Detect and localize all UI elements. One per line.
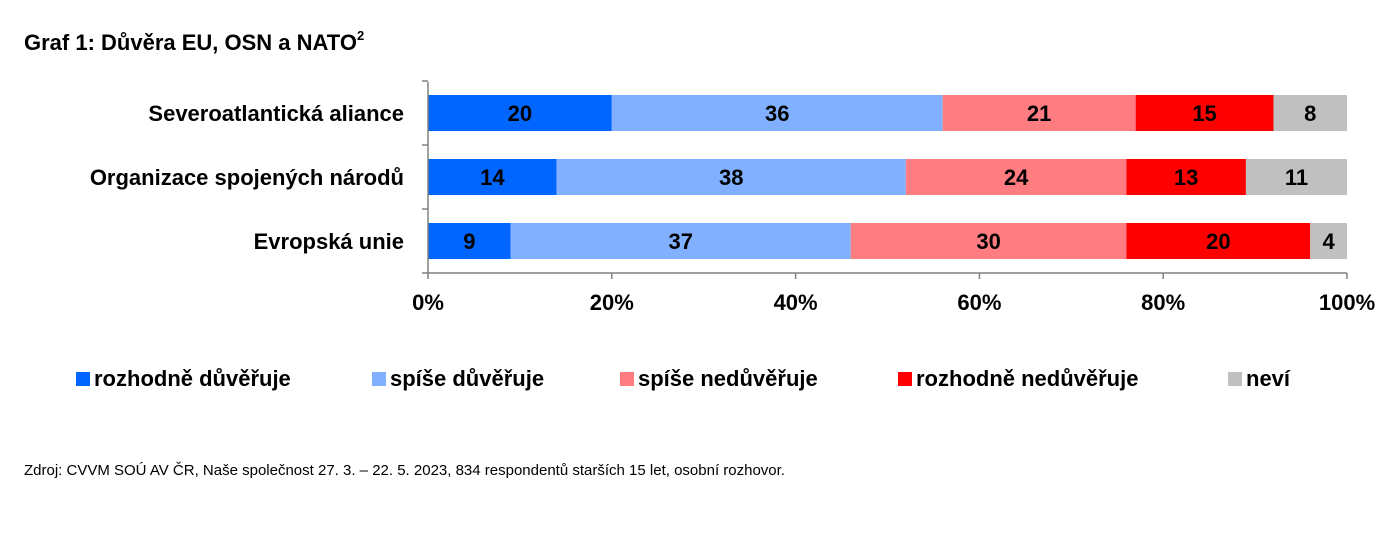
x-tick-label: 80% [1141, 290, 1185, 315]
bar-segment [428, 95, 612, 131]
legend-swatch [1228, 372, 1242, 386]
bar-segment [850, 223, 1127, 259]
bar-segment [510, 223, 851, 259]
data-label: 13 [1174, 165, 1198, 190]
x-tick-label: 40% [774, 290, 818, 315]
data-label: 20 [508, 101, 532, 126]
data-label: 30 [976, 229, 1000, 254]
bar-segment [1245, 159, 1347, 195]
x-tick-label: 60% [957, 290, 1001, 315]
chart-title-text: Graf 1: Důvěra EU, OSN a NATO [24, 30, 357, 55]
data-label: 9 [463, 229, 475, 254]
x-tick-label: 0% [412, 290, 444, 315]
bar-segment [428, 223, 511, 259]
data-label: 24 [1004, 165, 1029, 190]
bar-segment [1310, 223, 1347, 259]
stacked-bar-chart: 20 36 21 15 8 Severoatlantická aliance 14 38 24 1… [90, 80, 1375, 315]
data-label: 11 [1285, 165, 1308, 190]
data-label: 8 [1304, 101, 1316, 126]
legend-swatch [372, 372, 386, 386]
data-label: 38 [719, 165, 743, 190]
bar-segment [556, 159, 906, 195]
legend-swatch [620, 372, 634, 386]
category-label: Organizace spojených národů [90, 165, 404, 190]
legend-label: spíše důvěřuje [390, 366, 545, 391]
category-label: Severoatlantická aliance [148, 101, 404, 126]
data-label: 15 [1192, 101, 1216, 126]
legend-label: spíše nedůvěřuje [638, 366, 818, 391]
bar-segment [905, 159, 1127, 195]
source-note: Zdroj: CVVM SOÚ AV ČR, Naše společnost 2… [24, 462, 785, 479]
data-label: 4 [1322, 229, 1335, 254]
bar-segment [1135, 95, 1274, 131]
legend-item: neví [1228, 366, 1290, 392]
legend-swatch [76, 372, 90, 386]
bar-segment [1126, 223, 1311, 259]
chart-title-superscript: 2 [356, 28, 365, 43]
legend-item: spíše důvěřuje [372, 366, 544, 392]
legend-item: rozhodně důvěřuje [76, 366, 291, 392]
x-tick-label: 20% [590, 290, 634, 315]
legend-label: rozhodně nedůvěřuje [916, 366, 1139, 391]
category-label: Evropská unie [254, 229, 404, 254]
legend-label: rozhodně důvěřuje [94, 366, 291, 391]
chart-title: Graf 1: Důvěra EU, OSN a NATO2 [24, 28, 365, 56]
data-label: 14 [480, 165, 505, 190]
legend-swatch [898, 372, 912, 386]
bar-segment [942, 95, 1136, 131]
bar-segment [1273, 95, 1347, 131]
data-label: 21 [1027, 101, 1051, 126]
data-label: 36 [765, 101, 789, 126]
legend-item: rozhodně nedůvěřuje [898, 366, 1138, 392]
bar-segment [611, 95, 943, 131]
legend-label: neví [1246, 366, 1291, 391]
bar-segment [1126, 159, 1246, 195]
chart-legend: rozhodně důvěřuje spíše důvěřuje spíše ned… [0, 366, 1389, 396]
data-label: 20 [1206, 229, 1230, 254]
legend-item: spíše nedůvěřuje [620, 366, 818, 392]
data-label: 37 [668, 229, 692, 254]
x-tick-label: 100% [1319, 290, 1375, 315]
bar-segment [428, 159, 557, 195]
